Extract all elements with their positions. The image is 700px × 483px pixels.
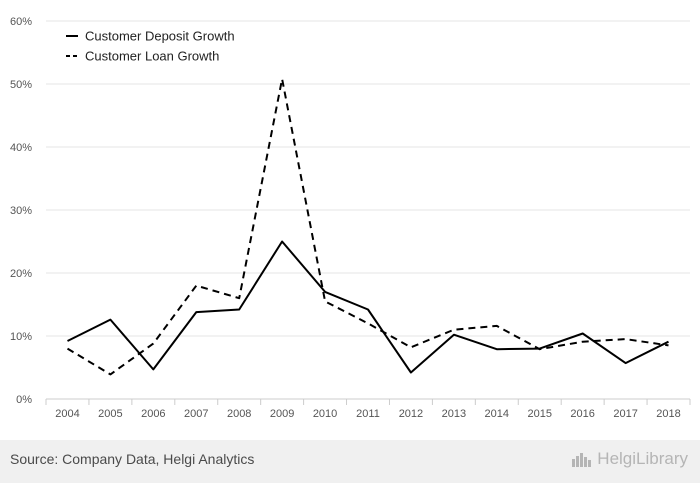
series-line-customer-loan-growth: [66, 78, 669, 376]
x-tick-label: 2005: [98, 408, 122, 420]
library-icon: [572, 453, 592, 467]
x-tick-label: 2010: [313, 408, 337, 420]
x-tick-label: 2012: [399, 408, 423, 420]
brand-name: HelgiLibrary: [597, 449, 688, 468]
y-axis-tick-labels: 0% 10% 20% 30% 40% 50% 60%: [10, 16, 32, 406]
x-tick-label: 2007: [184, 408, 208, 420]
x-tick-label: 2008: [227, 408, 251, 420]
line-chart: 0%10%20%30%40%50%60% 2004 2005 2006 2007 200…: [10, 16, 691, 420]
x-axis: [45, 398, 691, 405]
helgi-library-logo: HelgiLibrary: [571, 449, 688, 469]
x-tick-label: 2016: [570, 408, 594, 420]
x-tick-label: 2014: [485, 408, 509, 420]
x-tick-label: 2004: [55, 408, 79, 420]
y-tick-label: 40%: [10, 142, 32, 154]
x-tick-label: 2018: [656, 408, 680, 420]
x-tick-label: 2009: [270, 408, 294, 420]
legend-label: Customer Loan Growth: [85, 49, 219, 64]
y-tick-label: 50%: [10, 79, 32, 91]
x-tick-label: 2011: [356, 408, 380, 420]
footer-bar: Source: Company Data, Helgi Analytics He…: [0, 440, 700, 483]
y-tick-label: 0%: [16, 394, 32, 406]
legend: Customer Deposit Growth Customer Loan Gro…: [66, 29, 235, 64]
series-lines: [66, 78, 669, 376]
y-tick-label: 30%: [10, 205, 32, 217]
source-note: Source: Company Data, Helgi Analytics: [10, 451, 255, 467]
y-tick-label: 20%: [10, 268, 32, 280]
x-tick-label: 2017: [613, 408, 637, 420]
series-line-customer-deposit-growth: [67, 240, 669, 374]
x-tick-label: 2015: [527, 408, 551, 420]
y-tick-label: 60%: [10, 16, 32, 28]
x-tick-label: 2006: [141, 408, 165, 420]
x-axis-tick-labels: 2004 2005 2006 2007 2008 2009 2010 2011 2012 2013…: [55, 408, 681, 420]
y-tick-label: 10%: [10, 331, 32, 343]
legend-label: Customer Deposit Growth: [85, 29, 235, 44]
x-tick-label: 2013: [442, 408, 466, 420]
gridlines: [46, 20, 690, 337]
